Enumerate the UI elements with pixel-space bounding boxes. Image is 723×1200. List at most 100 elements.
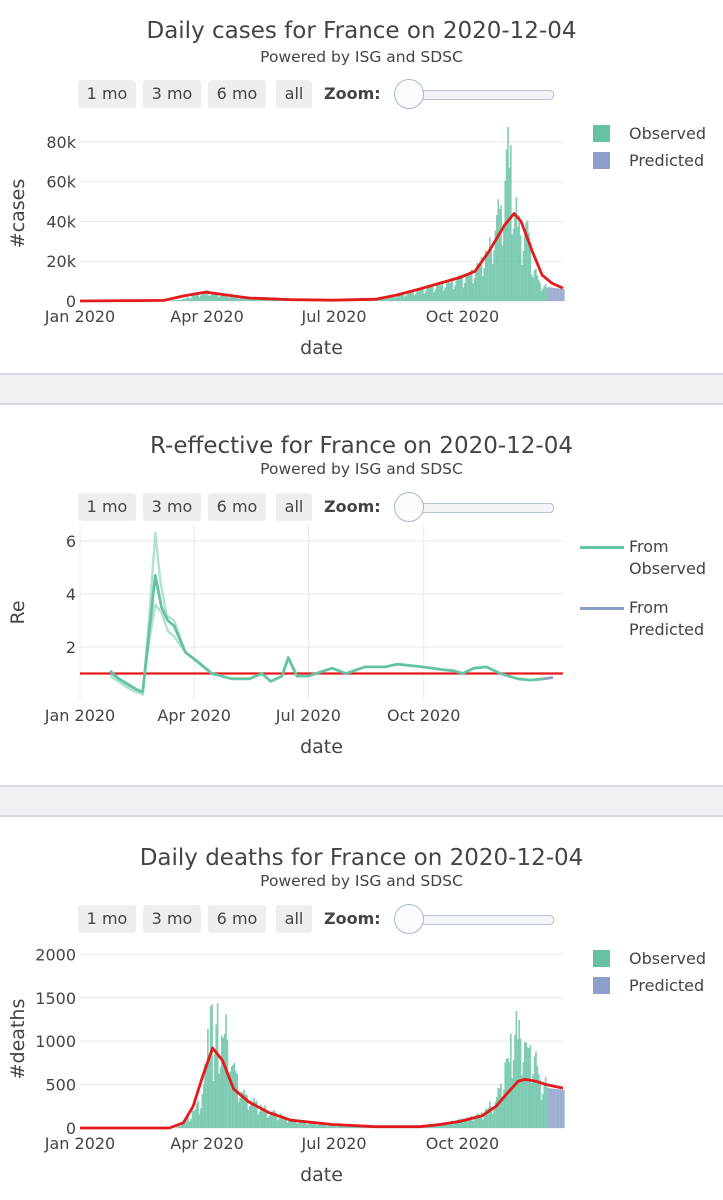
bar-observed	[479, 265, 481, 301]
bar-observed	[237, 298, 240, 301]
bar-observed	[341, 1125, 343, 1128]
zoom-slider-knob[interactable]	[394, 904, 424, 934]
range-button-3mo[interactable]: 3 mo	[143, 493, 201, 521]
bar-observed	[447, 281, 449, 301]
bar-observed	[516, 1039, 519, 1128]
bar-observed	[320, 1124, 322, 1128]
bar-observed	[339, 1125, 342, 1128]
x-tick-label: Jul 2020	[275, 706, 341, 725]
line-from-predicted	[543, 676, 554, 681]
bar-observed	[214, 1053, 216, 1128]
bar-observed	[491, 264, 494, 301]
bar-observed	[200, 295, 202, 301]
bar-observed	[329, 1124, 332, 1128]
bar-observed	[500, 1083, 502, 1128]
bar-observed	[275, 1113, 278, 1128]
range-button-1mo[interactable]: 1 mo	[78, 80, 136, 108]
x-axis-title: date	[300, 1164, 343, 1186]
bar-observed	[454, 1122, 456, 1128]
bar-observed	[274, 1111, 276, 1128]
bar-observed	[214, 294, 216, 301]
bar-observed	[543, 1084, 546, 1128]
bar-observed	[267, 1117, 269, 1128]
bar-observed	[289, 1119, 292, 1128]
bar-observed	[236, 1073, 239, 1128]
bar-observed	[258, 1111, 261, 1128]
bar-observed	[181, 1121, 184, 1128]
range-button-1mo[interactable]: 1 mo	[78, 493, 136, 521]
bar-observed	[508, 1062, 511, 1128]
bar-observed	[173, 300, 176, 301]
bar-observed	[223, 295, 226, 301]
bar-observed	[482, 1119, 484, 1128]
bar-observed	[197, 292, 199, 301]
bar-predicted	[560, 288, 562, 301]
bar-observed	[540, 1100, 543, 1128]
bar-observed	[335, 1126, 338, 1128]
range-button-all[interactable]: all	[276, 905, 312, 933]
bar-observed	[542, 1093, 544, 1128]
bar-observed	[512, 228, 515, 301]
bar-observed	[433, 292, 435, 301]
bar-observed	[509, 1033, 512, 1128]
bar-observed	[246, 298, 248, 301]
range-button-all[interactable]: all	[276, 493, 312, 521]
zoom-slider-knob[interactable]	[394, 79, 424, 109]
range-button-all[interactable]: all	[276, 80, 312, 108]
bar-observed	[511, 1078, 514, 1128]
bar-observed	[458, 1118, 460, 1128]
bar-observed	[253, 298, 255, 301]
bar-observed	[207, 1028, 209, 1128]
bar-observed	[476, 262, 479, 301]
bar-predicted	[550, 287, 553, 301]
bar-observed	[419, 290, 421, 301]
bar-observed	[264, 299, 266, 301]
bar-observed	[402, 292, 405, 301]
bar-observed	[441, 281, 444, 301]
bar-observed	[230, 296, 233, 301]
x-tick-label: Apr 2020	[170, 307, 243, 326]
range-button-3mo[interactable]: 3 mo	[143, 905, 201, 933]
bar-observed	[272, 1110, 275, 1128]
bar-observed	[438, 282, 441, 301]
bar-observed	[222, 1038, 225, 1128]
bar-observed	[180, 299, 183, 301]
bar-observed	[241, 297, 244, 301]
bar-observed	[177, 299, 180, 301]
bar-observed	[511, 234, 514, 301]
bar-observed	[410, 292, 413, 301]
bar-predicted	[560, 1089, 562, 1128]
bar-observed	[528, 1048, 530, 1128]
range-button-1mo[interactable]: 1 mo	[78, 905, 136, 933]
bar-observed	[174, 300, 177, 301]
bar-observed	[237, 1101, 240, 1128]
bar-observed	[324, 1123, 326, 1128]
bar-observed	[477, 1114, 480, 1128]
bar-observed	[456, 278, 459, 301]
x-tick-label: Oct 2020	[387, 706, 460, 725]
bar-observed	[265, 299, 268, 301]
range-button-6mo[interactable]: 6 mo	[208, 905, 266, 933]
bar-observed	[433, 1125, 435, 1128]
bar-observed	[494, 1102, 497, 1128]
bar-observed	[198, 1113, 201, 1128]
bar-observed	[310, 1123, 313, 1128]
bar-observed	[465, 1118, 467, 1128]
bar-observed	[526, 220, 529, 301]
zoom-slider-knob[interactable]	[394, 492, 424, 522]
bar-observed	[211, 291, 213, 301]
bar-observed	[294, 1120, 297, 1128]
range-button-6mo[interactable]: 6 mo	[208, 80, 266, 108]
bar-observed	[222, 295, 225, 301]
range-button-6mo[interactable]: 6 mo	[208, 493, 266, 521]
bar-observed	[537, 279, 540, 301]
bar-observed	[176, 1127, 179, 1128]
y-tick-label: 0	[66, 292, 76, 311]
bar-observed	[442, 290, 445, 301]
bar-observed	[190, 1118, 192, 1128]
chart-subtitle: Powered by ISG and SDSC	[260, 872, 463, 890]
range-button-3mo[interactable]: 3 mo	[143, 80, 201, 108]
bar-observed	[515, 197, 518, 301]
bar-observed	[191, 1110, 194, 1128]
bar-observed	[444, 287, 447, 301]
